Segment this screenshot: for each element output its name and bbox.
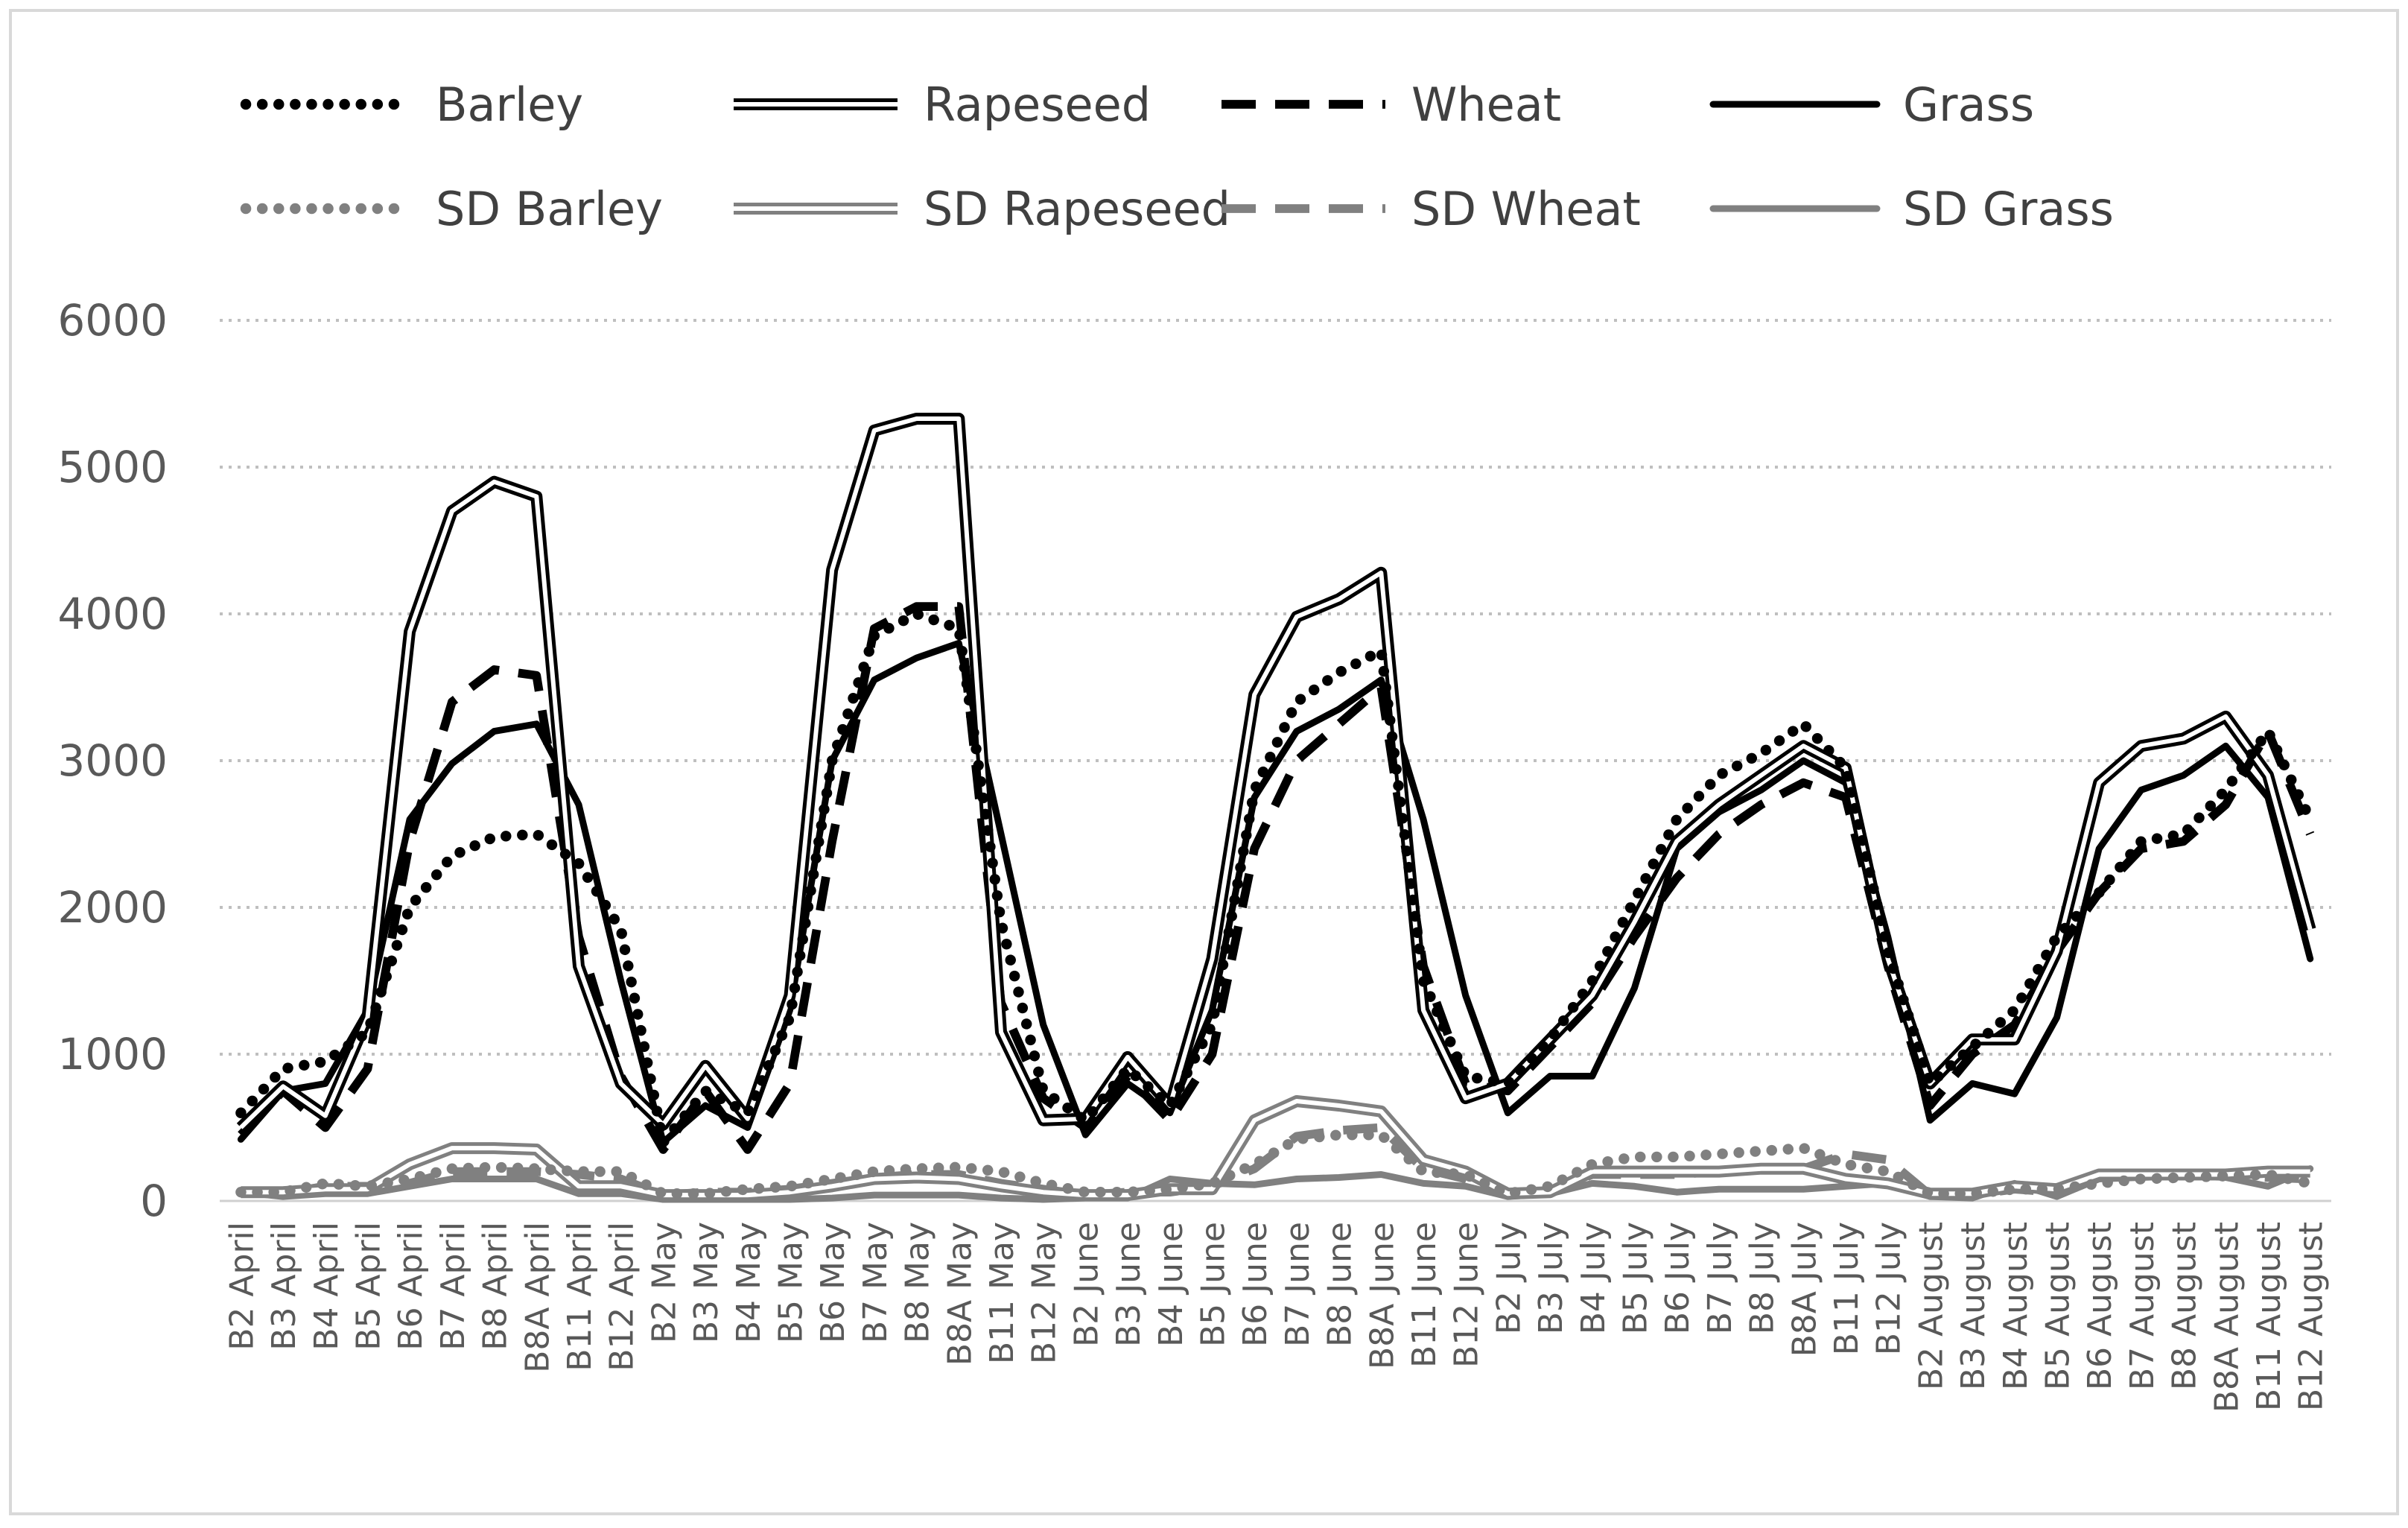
x-tick-label: B11 August: [2250, 1222, 2288, 1411]
x-tick-label: B2 April: [223, 1222, 261, 1351]
legend-item-rapeseed: Rapeseed: [734, 77, 1151, 132]
legend-label: Grass: [1903, 77, 2034, 132]
x-tick-label: B2 July: [1490, 1222, 1528, 1334]
y-tick-label: 6000: [57, 295, 168, 346]
x-tick-label: B8 May: [899, 1222, 937, 1343]
x-tick-label: B8A May: [941, 1222, 979, 1366]
x-tick-label: B2 June: [1067, 1222, 1105, 1347]
x-tick-label: B2 August: [1912, 1222, 1950, 1390]
x-tick-label: B5 June: [1194, 1222, 1232, 1347]
x-tick-label: B7 July: [1701, 1222, 1739, 1334]
y-axis-ticks: 0 1000 2000 3000 4000 5000 6000: [57, 295, 168, 1226]
legend-label: SD Barley: [436, 182, 663, 236]
x-tick-label: B4 August: [1997, 1222, 2035, 1390]
legend-label: Barley: [436, 77, 583, 132]
x-tick-label: B11 May: [983, 1222, 1021, 1364]
legend-item-sd-grass: SD Grass: [1709, 182, 2114, 236]
wheat-line: [238, 602, 2315, 1154]
x-tick-label: B3 May: [687, 1222, 725, 1343]
legend-label: SD Rapeseed: [924, 182, 1230, 236]
y-tick-label: 2000: [57, 882, 168, 933]
legend-label: SD Grass: [1903, 182, 2114, 236]
x-tick-label: B7 April: [434, 1222, 472, 1351]
x-tick-label: B12 April: [603, 1222, 641, 1372]
x-tick-label: B3 August: [1954, 1222, 1992, 1390]
barley-line: [235, 608, 2316, 1148]
x-tick-label: B5 May: [772, 1222, 810, 1343]
legend-item-wheat: Wheat: [1222, 77, 1561, 132]
x-tick-label: B4 July: [1575, 1222, 1613, 1334]
y-tick-label: 0: [140, 1176, 168, 1226]
x-tick-label: B7 May: [857, 1222, 895, 1343]
x-tick-label: B6 July: [1659, 1222, 1697, 1334]
x-tick-label: B8 June: [1321, 1222, 1359, 1347]
y-tick-label: 3000: [57, 735, 168, 786]
x-tick-label: B2 May: [645, 1222, 683, 1343]
x-axis-ticks: B2 April B3 April B4 April B5 April B6 April…: [223, 1222, 2330, 1413]
x-tick-label: B12 May: [1026, 1222, 1064, 1364]
x-tick-label: B6 August: [2081, 1222, 2119, 1390]
series-lines: [235, 413, 2316, 1203]
legend-item-sd-wheat: SD Wheat: [1222, 182, 1641, 236]
legend-item-sd-rapeseed: SD Rapeseed: [734, 182, 1230, 236]
sd-barley-line: [235, 1129, 2316, 1199]
rapeseed-line: [236, 413, 2316, 1132]
x-tick-label: B11 April: [561, 1222, 599, 1372]
legend: Barley Rapeseed Wheat Grass SD Barley SD Rape…: [240, 77, 2114, 236]
x-tick-label: B12 July: [1870, 1222, 1908, 1355]
legend-item-barley: Barley: [240, 77, 583, 132]
y-tick-label: 5000: [57, 442, 168, 492]
x-tick-label: B3 June: [1110, 1222, 1148, 1347]
x-tick-label: B4 May: [730, 1222, 768, 1343]
barley-line-path: [235, 608, 2316, 1148]
x-tick-label: B5 April: [349, 1222, 387, 1351]
legend-item-sd-barley: SD Barley: [240, 182, 663, 236]
x-tick-label: B11 June: [1405, 1222, 1443, 1368]
x-tick-label: B12 August: [2293, 1222, 2331, 1411]
x-tick-label: B5 August: [2039, 1222, 2077, 1390]
x-tick-label: B6 June: [1236, 1222, 1274, 1347]
x-tick-label: B7 August: [2123, 1222, 2161, 1390]
x-tick-label: B12 June: [1448, 1222, 1486, 1368]
x-tick-label: B8A April: [518, 1222, 556, 1373]
x-tick-label: B8 July: [1744, 1222, 1782, 1334]
x-tick-label: B6 April: [392, 1222, 430, 1351]
grass-line: [237, 639, 2314, 1146]
legend-item-grass: Grass: [1709, 77, 2034, 132]
x-tick-label: B5 July: [1616, 1222, 1654, 1334]
y-tick-label: 1000: [57, 1029, 168, 1080]
x-tick-label: B11 July: [1828, 1222, 1866, 1355]
x-tick-label: B4 June: [1152, 1222, 1190, 1347]
x-tick-label: B6 May: [814, 1222, 852, 1343]
rapeseed-line-inner: [239, 416, 2313, 1129]
y-tick-label: 4000: [57, 589, 168, 639]
sd-barley-line-path: [235, 1129, 2316, 1199]
x-tick-label: B3 April: [265, 1222, 303, 1351]
x-tick-label: B8A June: [1363, 1222, 1401, 1369]
x-tick-label: B3 July: [1532, 1222, 1570, 1334]
x-tick-label: B8 April: [477, 1222, 515, 1351]
x-tick-label: B8 August: [2166, 1222, 2204, 1390]
legend-label: Wheat: [1411, 77, 1561, 132]
x-tick-label: B7 June: [1279, 1222, 1317, 1347]
x-tick-label: B8A August: [2208, 1222, 2246, 1413]
grass-line-path: [237, 639, 2314, 1146]
legend-label: SD Wheat: [1411, 182, 1641, 236]
legend-label: Rapeseed: [924, 77, 1151, 132]
x-tick-label: B8A July: [1785, 1222, 1823, 1357]
x-tick-label: B4 April: [308, 1222, 346, 1351]
wheat-line-path: [238, 602, 2315, 1154]
